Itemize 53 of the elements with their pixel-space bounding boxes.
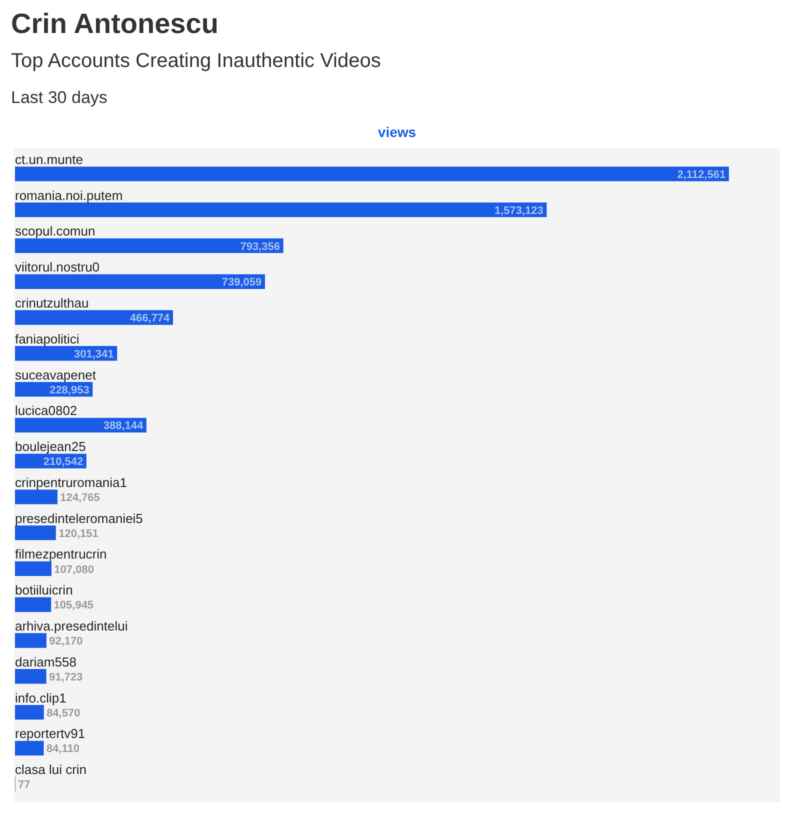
data-label: 124,765 bbox=[60, 492, 100, 504]
y-tick-label: presedinteleromaniei5 bbox=[15, 510, 143, 526]
data-label: 105,945 bbox=[54, 600, 94, 612]
data-label: 92,170 bbox=[49, 636, 83, 648]
y-tick-label: scopul.comun bbox=[15, 224, 96, 239]
data-label: 84,570 bbox=[46, 707, 80, 720]
data-label: 228,953 bbox=[50, 384, 90, 396]
data-label: 388,144 bbox=[103, 420, 144, 432]
y-tick-label: arhiva.presedintelui bbox=[15, 618, 128, 634]
data-label: 120,151 bbox=[58, 528, 98, 540]
bar bbox=[15, 597, 52, 612]
y-tick-label: suceavapenet bbox=[15, 367, 96, 382]
y-tick-label: crinutzulthau bbox=[15, 296, 89, 310]
bar bbox=[15, 166, 729, 182]
x-axis-title: views bbox=[376, 124, 418, 140]
y-tick-label: dariam558 bbox=[15, 654, 76, 670]
bar bbox=[15, 633, 46, 648]
chart-subtitle: Top Accounts Creating Inauthentic Videos bbox=[11, 50, 381, 73]
bar bbox=[15, 526, 56, 540]
data-label: 210,542 bbox=[43, 456, 84, 468]
y-tick-label: boulejean25 bbox=[15, 439, 86, 454]
y-tick-label: filmezpentrucrin bbox=[15, 546, 107, 562]
data-label: 466,774 bbox=[130, 312, 171, 325]
text: Last 30 days bbox=[11, 88, 108, 108]
data-label: 91,723 bbox=[48, 671, 83, 684]
bar bbox=[15, 238, 284, 254]
y-tick-label: romania.noi.putem bbox=[15, 188, 123, 203]
y-tick-label: lucica0802 bbox=[15, 403, 78, 418]
bar bbox=[15, 202, 547, 218]
bar bbox=[15, 669, 46, 684]
y-tick-label: clasa lui crin bbox=[15, 762, 87, 778]
bar bbox=[15, 490, 58, 504]
bar bbox=[15, 561, 52, 576]
y-tick-label: reportertv91 bbox=[15, 726, 86, 742]
y-tick-label: crinpentruromania1 bbox=[15, 474, 128, 490]
data-label: 1,573,123 bbox=[494, 204, 544, 217]
y-tick-label: info.clip1 bbox=[15, 690, 66, 706]
y-tick-label: ct.un.munte bbox=[15, 152, 83, 167]
bar bbox=[15, 310, 173, 325]
data-label: 84,110 bbox=[46, 743, 80, 756]
y-tick-label: botiiluicrin bbox=[15, 582, 73, 598]
data-label: 77 bbox=[18, 779, 30, 792]
data-label: 107,080 bbox=[54, 564, 94, 576]
data-label: 2,112,561 bbox=[677, 168, 726, 181]
data-label: 739,059 bbox=[222, 276, 262, 289]
bar bbox=[15, 740, 44, 756]
bar bbox=[15, 274, 265, 289]
chart-title: Crin Antonescu bbox=[11, 8, 218, 40]
data-label: 793,356 bbox=[240, 240, 280, 253]
y-tick-label: viitorul.nostru0 bbox=[15, 260, 100, 275]
bar bbox=[15, 704, 44, 720]
y-tick-label: faniapolitici bbox=[15, 331, 80, 346]
data-label: 301,341 bbox=[74, 348, 114, 360]
